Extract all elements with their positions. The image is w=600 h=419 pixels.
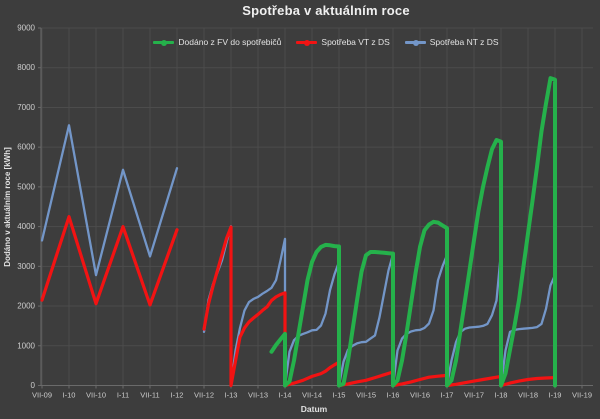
x-tick-label: I-11: [117, 391, 129, 400]
legend-item-fv-to-appliances: Dodáno z FV do spotřebičů: [153, 37, 281, 48]
x-tick-label: VII-11: [140, 391, 159, 400]
x-tick-label: I-10: [63, 391, 76, 400]
x-tick-label: I-19: [549, 391, 562, 400]
x-tick-label: I-12: [171, 391, 184, 400]
x-tick-label: VII-12: [194, 391, 214, 400]
legend-marker-dot-icon: [304, 39, 311, 46]
x-tick-label: VII-14: [302, 391, 322, 400]
x-tick-label: VII-18: [518, 391, 538, 400]
legend-item-label: Dodáno z FV do spotřebičů: [178, 37, 282, 47]
series-line-nt-from-grid: [40, 124, 179, 277]
x-tick-label: VII-19: [572, 391, 592, 400]
y-axis-title: Dodáno v aktuálním roce [kWh]: [3, 147, 12, 267]
x-axis-title: Datum: [300, 404, 328, 414]
series-line-vt-from-grid: [40, 215, 179, 307]
x-tick-label: I-15: [333, 391, 346, 400]
x-tick-label: VII-17: [464, 391, 484, 400]
x-tick-label: VII-09: [32, 391, 52, 400]
y-tick-label: 4000: [17, 222, 35, 231]
legend-line-sample-green: [153, 37, 175, 48]
chart-legend: Dodáno z FV do spotřebičů Spotřeba VT z …: [26, 37, 600, 48]
x-tick-label: I-16: [387, 391, 400, 400]
y-tick-label: 0: [31, 381, 36, 390]
legend-item-nt-from-grid: Spotřeba NT z DS: [404, 37, 499, 48]
series-line-fv-to-appliances: [269, 76, 557, 388]
x-tick-label: VII-16: [410, 391, 430, 400]
y-tick-label: 6000: [17, 143, 35, 152]
x-tick-label: I-13: [225, 391, 238, 400]
x-tick-label: VII-13: [248, 391, 268, 400]
x-tick-label: I-17: [441, 391, 454, 400]
y-tick-label: 8000: [17, 63, 35, 72]
y-tick-label: 5000: [17, 182, 35, 191]
x-tick-label: I-18: [495, 391, 508, 400]
x-tick-label: VII-10: [86, 391, 106, 400]
y-tick-label: 7000: [17, 103, 35, 112]
legend-item-vt-from-grid: Spotřeba VT z DS: [296, 37, 390, 48]
x-tick-label: I-14: [279, 391, 292, 400]
y-tick-label: 9000: [17, 24, 35, 33]
y-tick-label: 3000: [17, 262, 35, 271]
y-tick-label: 2000: [17, 302, 35, 311]
legend-marker-dot-icon: [412, 39, 419, 46]
legend-line-sample-blue: [404, 37, 426, 48]
chart-title: Spotřeba v aktuálním roce: [242, 3, 410, 18]
legend-marker-dot-icon: [161, 39, 168, 46]
y-tick-label: 1000: [17, 341, 35, 350]
legend-item-label: Spotřeba NT z DS: [429, 37, 499, 47]
legend-item-label: Spotřeba VT z DS: [321, 37, 390, 47]
legend-line-sample-red: [296, 37, 318, 48]
x-tick-label: VII-15: [356, 391, 376, 400]
